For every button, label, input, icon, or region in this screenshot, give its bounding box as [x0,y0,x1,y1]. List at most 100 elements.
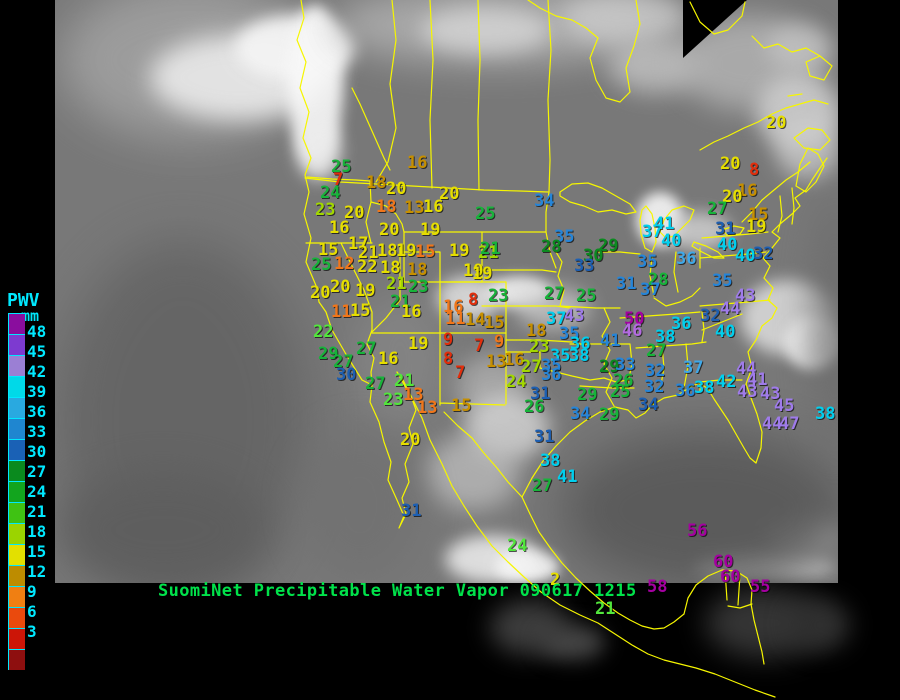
station-value: 42 [716,372,737,392]
station-value: 23 [488,286,509,306]
station-value: 13 [403,385,424,405]
station-value: 17 [348,234,369,254]
legend-color-block [9,418,25,439]
timestamp: 090617 1215 [519,581,637,601]
station-value: 27 [707,199,728,219]
legend-value-label: 12 [27,562,47,581]
station-value: 18 [526,321,547,341]
station-value: 18 [366,173,387,193]
station-value: 29 [577,385,598,405]
station-value: 18 [407,260,428,280]
station-value: 25 [610,382,631,402]
station-value: 27 [532,476,553,496]
station-value: 46 [622,321,643,341]
station-value: 14 [465,310,486,330]
station-value: 22 [357,257,378,277]
station-value: 16 [378,349,399,369]
station-value: 25 [475,204,496,224]
legend-color-scale [8,313,25,670]
station-value: 15 [350,301,371,321]
station-value: 32 [753,244,774,264]
station-value: 41 [557,467,578,487]
station-value: 23 [408,277,429,297]
legend-color-block [9,334,25,355]
station-value: 43 [564,306,585,326]
station-value: 27 [544,284,565,304]
legend-value-label: 9 [27,582,37,601]
station-value: 38 [569,346,590,366]
station-value: 11 [331,302,352,322]
station-value: 43 [760,384,781,404]
station-value: 26 [613,371,634,391]
legend-value-label: 6 [27,602,37,621]
station-value: 23 [529,337,550,357]
legend-color-block [9,460,25,481]
station-value: 20 [386,179,407,199]
station-value: 36 [671,314,692,334]
station-value: 12 [334,254,355,274]
station-value: 20 [379,220,400,240]
station-value: 35 [554,227,575,247]
station-value: 19 [396,241,417,261]
station-value: 31 [534,427,555,447]
station-value: 21 [478,243,499,263]
station-value: 13 [404,198,425,218]
station-value: 38 [694,378,715,398]
station-value: 24 [506,372,527,392]
station-value: 15 [451,396,472,416]
station-value: 35 [712,271,733,291]
station-value: 27 [521,357,542,377]
legend-color-block [9,565,25,586]
station-value: 40 [661,231,682,251]
station-value: 58 [647,577,668,597]
station-value: 9 [443,330,454,350]
station-value: 20 [400,430,421,450]
station-value: 22 [313,322,334,342]
station-value: 60 [720,567,741,587]
station-value: 16 [401,302,422,322]
station-value: 38 [540,451,561,471]
station-value: 29 [599,357,620,377]
station-value: 15 [484,313,505,333]
station-value: 25 [331,157,352,177]
legend-value-label: 21 [27,502,47,521]
station-value: 31 [530,384,551,404]
station-value: 21 [480,239,501,259]
station-value: 40 [715,322,736,342]
station-value: 13 [486,352,507,372]
legend-color-block [9,628,25,649]
cloud-patch [790,600,850,650]
station-value: 21 [386,274,407,294]
station-value: 47 [779,414,800,434]
station-value: 36 [570,334,591,354]
legend-color-block [9,607,25,628]
legend-value-label: 33 [27,422,47,441]
station-value: 32 [644,377,665,397]
station-value: 13 [417,398,438,418]
station-value: 34 [534,191,555,211]
station-value: 37 [546,309,567,329]
station-value: 19 [746,217,767,237]
station-value: 36 [676,249,697,269]
station-value: 31 [401,501,422,521]
station-value: 35 [637,252,658,272]
station-value: 20 [310,283,331,303]
station-value: 44 [762,414,783,434]
legend-color-block [9,397,25,418]
legend-color-block [9,502,25,523]
legend-title: PWV [7,290,40,311]
station-value: 38 [815,404,836,424]
station-value: 41 [600,331,621,351]
footer-caption-line: SuomiNet Precipitable Water Vapor 090617… [158,581,637,601]
station-value: 25 [576,286,597,306]
station-value: 19 [355,281,376,301]
station-value: 25 [311,255,332,275]
station-value: 21 [394,371,415,391]
station-value: 21 [390,292,411,312]
station-value: 19 [472,264,493,284]
station-value: 19 [463,261,484,281]
station-value: 23 [315,200,336,220]
station-value: 16 [329,218,350,238]
station-value: 37 [683,358,704,378]
